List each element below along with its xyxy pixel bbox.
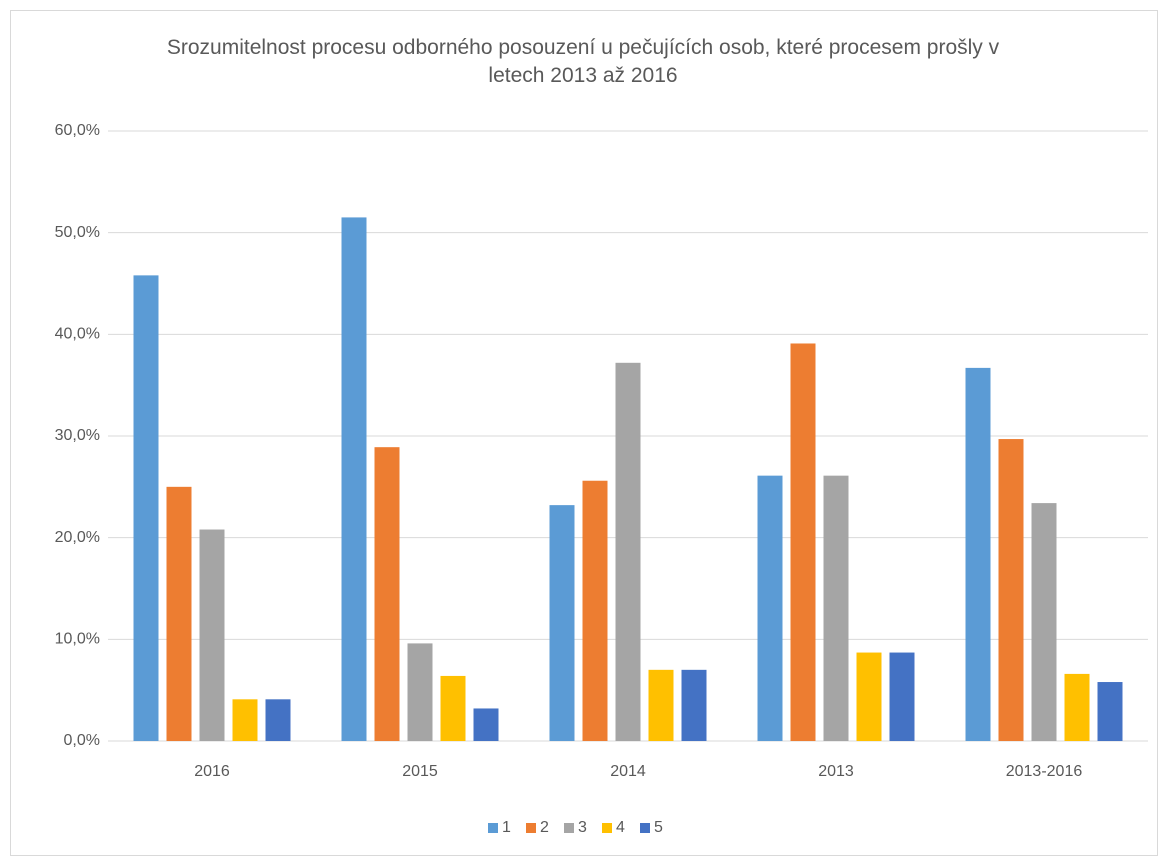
bar <box>407 643 433 741</box>
legend-label: 4 <box>616 819 625 836</box>
bar <box>265 699 291 741</box>
bar <box>341 217 367 741</box>
bar <box>199 529 225 741</box>
bar <box>232 699 258 741</box>
y-tick-label: 30,0% <box>55 427 100 444</box>
legend-swatch <box>564 823 574 833</box>
legend-label: 1 <box>502 819 511 836</box>
y-tick-label: 10,0% <box>55 631 100 648</box>
y-tick-label: 50,0% <box>55 224 100 241</box>
bar <box>757 475 783 741</box>
x-tick-label: 2015 <box>402 763 438 780</box>
bar <box>615 362 641 741</box>
bar <box>790 343 816 741</box>
bar <box>1064 673 1090 741</box>
legend-swatch <box>488 823 498 833</box>
bar <box>473 708 499 741</box>
x-tick-label: 2013 <box>818 763 854 780</box>
bar <box>549 505 575 741</box>
legend-swatch <box>640 823 650 833</box>
bar <box>374 447 400 741</box>
x-tick-label: 2016 <box>194 763 230 780</box>
bar <box>856 652 882 741</box>
y-tick-label: 0,0% <box>64 732 100 749</box>
y-tick-label: 40,0% <box>55 326 100 343</box>
bar <box>965 367 991 741</box>
y-tick-label: 60,0% <box>55 122 100 139</box>
legend-label: 5 <box>654 819 663 836</box>
legend-swatch <box>602 823 612 833</box>
bar <box>823 475 849 741</box>
bar <box>133 275 159 741</box>
bar <box>1097 682 1123 741</box>
x-tick-label: 2013-2016 <box>1006 763 1083 780</box>
legend-label: 2 <box>540 819 549 836</box>
bar <box>1031 503 1057 741</box>
y-tick-label: 20,0% <box>55 529 100 546</box>
chart-title: Srozumitelnost procesu odborného posouze… <box>166 36 1000 87</box>
bar <box>582 480 608 741</box>
bar <box>648 669 674 741</box>
x-tick-label: 2014 <box>610 763 646 780</box>
legend-swatch <box>526 823 536 833</box>
legend-label: 3 <box>578 819 587 836</box>
bar <box>998 439 1024 741</box>
bar <box>889 652 915 741</box>
bar <box>166 486 192 741</box>
bar <box>681 669 707 741</box>
bar <box>440 675 466 741</box>
